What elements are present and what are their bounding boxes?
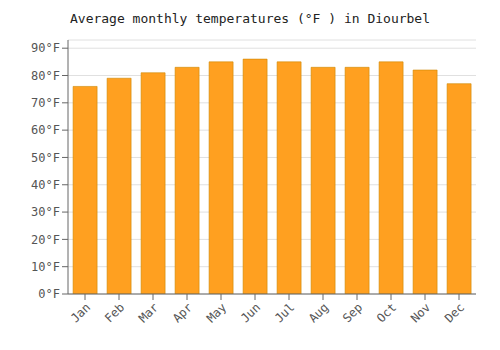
svg-text:Oct: Oct — [374, 300, 399, 325]
svg-text:10°F: 10°F — [31, 260, 60, 274]
svg-text:Jul: Jul — [272, 300, 297, 325]
svg-text:Dec: Dec — [442, 300, 467, 325]
svg-text:Apr: Apr — [170, 300, 195, 325]
svg-text:30°F: 30°F — [31, 205, 60, 219]
html-text:Average monthly temperatures (: Average monthly temperatures (°F ) in Di… — [70, 11, 430, 26]
svg-text:Mar: Mar — [136, 300, 161, 325]
svg-text:40°F: 40°F — [31, 178, 60, 192]
svg-text:May: May — [204, 300, 229, 325]
svg-text:80°F: 80°F — [31, 69, 60, 83]
svg-text:Jan: Jan — [68, 300, 93, 325]
svg-text:70°F: 70°F — [31, 96, 60, 110]
svg-text:Jun: Jun — [238, 300, 263, 325]
svg-text:Sep: Sep — [340, 300, 365, 325]
svg-text:0°F: 0°F — [38, 287, 60, 301]
svg-text:20°F: 20°F — [31, 233, 60, 247]
svg-text:60°F: 60°F — [31, 123, 60, 137]
svg-text:Nov: Nov — [408, 300, 433, 325]
svg-text:Feb: Feb — [102, 300, 127, 325]
svg-text:Aug: Aug — [306, 300, 331, 325]
svg-text:50°F: 50°F — [31, 151, 60, 165]
svg-text:90°F: 90°F — [31, 41, 60, 55]
